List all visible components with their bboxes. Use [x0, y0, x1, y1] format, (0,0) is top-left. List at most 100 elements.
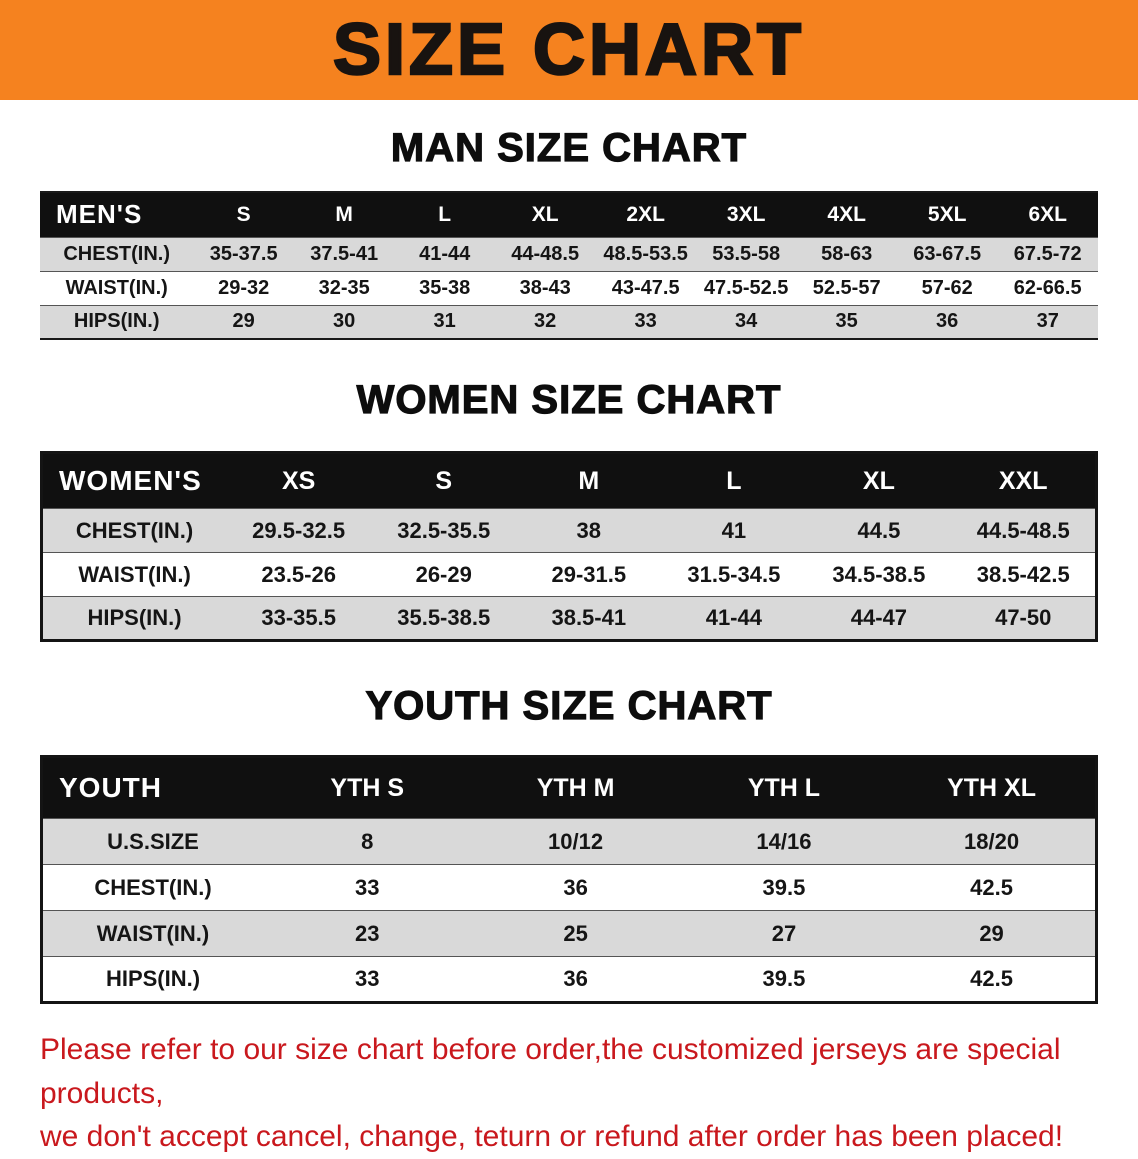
man-size-chart-section: MAN SIZE CHART MEN'S S M L XL 2XL 3XL 4XL 5XL 6XL… — [0, 125, 1138, 340]
size-value-cell: 23.5-26 — [226, 552, 372, 597]
size-value-cell: 29 — [888, 910, 1097, 957]
size-value-cell: 29.5-32.5 — [226, 508, 372, 553]
measurement-label: HIPS(IN.) — [41, 596, 227, 641]
youth-size-table: YOUTH YTH S YTH M YTH L YTH XL U.S.SIZE 8 10/12… — [40, 755, 1098, 1004]
size-value-cell: 44-48.5 — [494, 236, 596, 271]
measurement-row: U.S.SIZE 8 10/12 14/16 18/20 — [41, 818, 1097, 865]
size-value-cell: 29-32 — [193, 270, 294, 305]
size-value-cell: 57-62 — [896, 270, 998, 305]
measurement-row: HIPS(IN.) 33-35.5 35.5-38.5 38.5-41 41-44 44-… — [41, 596, 1097, 641]
measurement-label: CHEST(IN.) — [41, 508, 227, 553]
size-value-cell: 38.5-42.5 — [951, 552, 1097, 597]
size-value-cell: 62-66.5 — [997, 270, 1098, 305]
size-value-cell: 30 — [293, 304, 395, 339]
size-column-header: S — [193, 192, 294, 237]
size-table-header-row: WOMEN'S XS S M L XL XXL — [41, 452, 1097, 509]
size-value-cell: 29 — [193, 304, 294, 339]
size-value-cell: 44-47 — [806, 596, 952, 641]
measurement-label: WAIST(IN.) — [41, 910, 264, 957]
size-value-cell: 44.5-48.5 — [951, 508, 1097, 553]
size-column-header: YTH M — [471, 756, 680, 819]
size-value-cell: 39.5 — [679, 956, 889, 1003]
size-value-cell: 35-38 — [394, 270, 495, 305]
size-chart-title: SIZE CHART — [332, 9, 805, 92]
measurement-row: CHEST(IN.) 29.5-32.5 32.5-35.5 38 41 44.5 44.5… — [41, 508, 1097, 553]
size-value-cell: 36 — [471, 864, 680, 911]
size-column-header: XL — [806, 452, 952, 509]
table-title-cell: MEN'S — [40, 192, 194, 237]
size-value-cell: 41 — [661, 508, 807, 553]
women-size-chart-heading: WOMEN SIZE CHART — [356, 377, 782, 422]
size-value-cell: 33 — [263, 956, 472, 1003]
measurement-label: HIPS(IN.) — [41, 956, 264, 1003]
size-value-cell: 35-37.5 — [193, 236, 294, 271]
table-title-cell: WOMEN'S — [41, 452, 227, 509]
size-value-cell: 48.5-53.5 — [595, 236, 696, 271]
size-column-header: M — [293, 192, 395, 237]
size-value-cell: 27 — [679, 910, 889, 957]
measurement-row: HIPS(IN.) 29 30 31 32 33 34 35 36 37 — [40, 304, 1098, 339]
size-column-header: 5XL — [896, 192, 998, 237]
measurement-label: HIPS(IN.) — [40, 304, 194, 339]
size-value-cell: 37.5-41 — [293, 236, 395, 271]
measurement-label: CHEST(IN.) — [41, 864, 264, 911]
size-value-cell: 42.5 — [888, 956, 1097, 1003]
size-value-cell: 38-43 — [494, 270, 596, 305]
size-column-header: YTH XL — [888, 756, 1097, 819]
measurement-row: WAIST(IN.) 29-32 32-35 35-38 38-43 43-47.5 47.… — [40, 270, 1098, 305]
size-value-cell: 14/16 — [679, 818, 889, 865]
table-title-cell: YOUTH — [41, 756, 264, 819]
measurement-row: HIPS(IN.) 33 36 39.5 42.5 — [41, 956, 1097, 1003]
size-value-cell: 10/12 — [471, 818, 680, 865]
measurement-label: U.S.SIZE — [41, 818, 264, 865]
disclaimer-line: we don't accept cancel, change, teturn o… — [40, 1120, 1064, 1153]
size-value-cell: 31 — [394, 304, 495, 339]
size-column-header: L — [661, 452, 807, 509]
size-chart-banner: SIZE CHART — [0, 0, 1138, 100]
size-value-cell: 31.5-34.5 — [661, 552, 807, 597]
size-column-header: YTH L — [679, 756, 889, 819]
size-value-cell: 36 — [896, 304, 998, 339]
size-value-cell: 35 — [796, 304, 897, 339]
size-column-header: YTH S — [263, 756, 472, 819]
size-column-header: XS — [226, 452, 372, 509]
size-table-header-row: MEN'S S M L XL 2XL 3XL 4XL 5XL 6XL — [40, 192, 1098, 237]
size-value-cell: 53.5-58 — [695, 236, 797, 271]
size-value-cell: 8 — [263, 818, 472, 865]
size-value-cell: 67.5-72 — [997, 236, 1098, 271]
disclaimer: Please refer to our size chart before or… — [40, 1028, 1098, 1159]
size-value-cell: 32-35 — [293, 270, 395, 305]
size-value-cell: 52.5-57 — [796, 270, 897, 305]
size-value-cell: 32 — [494, 304, 596, 339]
size-value-cell: 26-29 — [371, 552, 517, 597]
size-value-cell: 39.5 — [679, 864, 889, 911]
disclaimer-line: Please refer to our size chart before or… — [40, 1033, 1061, 1110]
measurement-label: CHEST(IN.) — [40, 236, 194, 271]
size-column-header: 2XL — [595, 192, 696, 237]
size-value-cell: 35.5-38.5 — [371, 596, 517, 641]
size-value-cell: 23 — [263, 910, 472, 957]
size-column-header: M — [516, 452, 662, 509]
size-column-header: S — [371, 452, 517, 509]
size-value-cell: 47.5-52.5 — [695, 270, 797, 305]
size-value-cell: 29-31.5 — [516, 552, 662, 597]
size-column-header: L — [394, 192, 495, 237]
size-value-cell: 33 — [595, 304, 696, 339]
youth-size-chart-section: YOUTH SIZE CHART YOUTH YTH S YTH M YTH L YTH… — [0, 683, 1138, 1004]
size-value-cell: 38 — [516, 508, 662, 553]
size-value-cell: 34 — [695, 304, 797, 339]
size-column-header: XL — [494, 192, 596, 237]
size-value-cell: 58-63 — [796, 236, 897, 271]
size-column-header: 3XL — [695, 192, 797, 237]
size-value-cell: 36 — [471, 956, 680, 1003]
size-value-cell: 37 — [997, 304, 1098, 339]
measurement-row: WAIST(IN.) 23.5-26 26-29 29-31.5 31.5-34.5 34… — [41, 552, 1097, 597]
size-value-cell: 32.5-35.5 — [371, 508, 517, 553]
size-value-cell: 25 — [471, 910, 680, 957]
size-column-header: 6XL — [997, 192, 1098, 237]
size-value-cell: 42.5 — [888, 864, 1097, 911]
size-value-cell: 18/20 — [888, 818, 1097, 865]
youth-size-chart-heading: YOUTH SIZE CHART — [365, 683, 773, 728]
measurement-label: WAIST(IN.) — [40, 270, 194, 305]
size-value-cell: 38.5-41 — [516, 596, 662, 641]
